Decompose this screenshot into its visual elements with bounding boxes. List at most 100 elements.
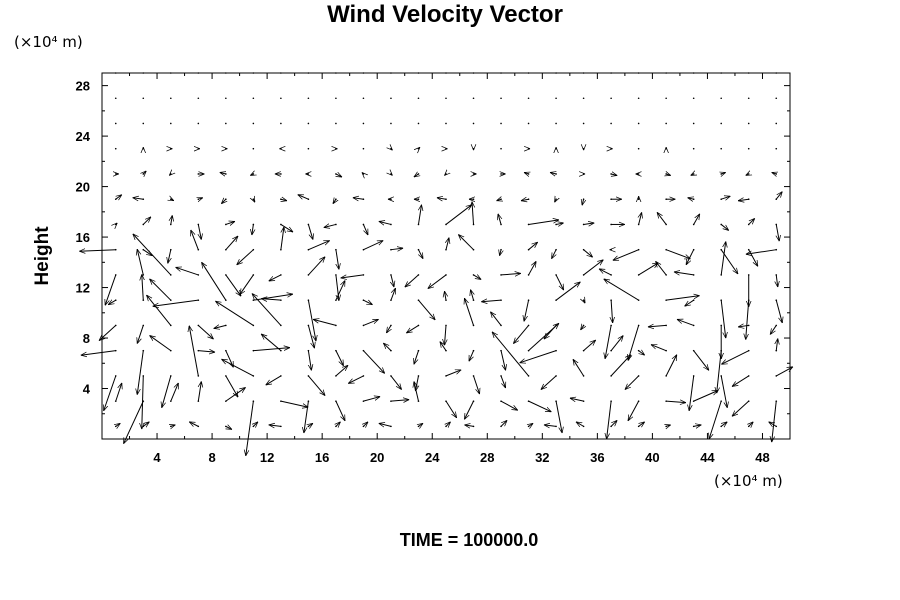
wind-vector (583, 340, 596, 352)
wind-vector (693, 425, 702, 427)
wind-vector (240, 274, 254, 295)
grid-dot (692, 97, 695, 100)
wind-vector (720, 249, 738, 274)
wind-vector (500, 400, 518, 410)
wind-vector (214, 325, 226, 328)
wind-vector (363, 422, 368, 427)
wind-vector (307, 325, 314, 348)
wind-vector (261, 299, 281, 301)
grid-dot (500, 147, 502, 150)
wind-vector (335, 274, 339, 301)
wind-vector (554, 199, 557, 202)
wind-vector (168, 249, 171, 264)
wind-vector (689, 375, 695, 411)
wind-vector (418, 147, 420, 149)
wind-vector (246, 401, 254, 456)
grid-dot (747, 122, 750, 125)
wind-vector (555, 401, 562, 433)
x-tick-label: 32 (535, 450, 549, 465)
grid-dot (307, 122, 310, 125)
wind-vector (769, 422, 777, 427)
grid-dot (692, 122, 695, 125)
y-unit-label: (×10⁴ m) (14, 33, 83, 51)
wind-vector (490, 312, 502, 326)
x-tick-label: 44 (700, 450, 715, 465)
wind-vector (651, 344, 667, 352)
grid-dot (775, 147, 778, 150)
wind-vector (386, 325, 391, 333)
grid-dot (225, 97, 227, 100)
x-tick-label: 24 (425, 450, 440, 465)
grid-dot (720, 97, 722, 100)
wind-vector (582, 199, 584, 205)
wind-vector (656, 261, 667, 276)
grid-dot (362, 147, 365, 150)
wind-vector (721, 196, 730, 199)
wind-vector (720, 241, 726, 275)
y-tick-label: 20 (76, 180, 90, 195)
wind-vector (541, 375, 557, 390)
y-tick-label: 24 (76, 129, 91, 144)
grid-dot (252, 147, 255, 150)
wind-vector (418, 205, 421, 225)
wind-vector (253, 422, 258, 427)
wind-vector (336, 249, 339, 270)
wind-vector (335, 365, 348, 377)
wind-vector (573, 359, 585, 377)
grid-dot (472, 97, 475, 100)
x-tick-label: 36 (590, 450, 604, 465)
wind-vector (341, 274, 364, 278)
wind-vector (720, 300, 726, 338)
wind-vector (379, 423, 392, 426)
y-tick-label: 16 (76, 230, 90, 245)
wind-vector (674, 272, 694, 275)
wind-vector (691, 174, 694, 176)
grid-dot (252, 122, 255, 125)
wind-vector (746, 174, 749, 176)
wind-vector (418, 249, 424, 259)
wind-vector (685, 299, 694, 306)
wind-vector (611, 174, 617, 176)
grid-dot (665, 122, 667, 125)
wind-vector (555, 223, 564, 225)
wind-vector (105, 274, 117, 305)
wind-vector (390, 400, 409, 402)
wind-vector (440, 342, 447, 351)
x-tick-label: 40 (645, 450, 659, 465)
wind-vector (688, 198, 694, 200)
wind-vector (336, 174, 342, 178)
grid-dot (637, 97, 640, 100)
wind-vector (576, 422, 584, 427)
wind-vector (529, 423, 534, 426)
wind-vector (202, 262, 227, 301)
wind-vector (445, 400, 457, 418)
grid-dot (280, 97, 282, 100)
x-tick-label: 12 (260, 450, 274, 465)
grid-dot (280, 122, 282, 125)
wind-vector (261, 334, 282, 352)
wind-vector (362, 172, 364, 174)
wind-vector (583, 249, 593, 258)
wind-vector (225, 274, 241, 296)
wind-vector (492, 332, 529, 377)
grid-dot (527, 97, 530, 100)
wind-vector (657, 212, 667, 225)
wind-vector (252, 224, 254, 235)
wind-vector (81, 350, 116, 356)
x-tick-label: 8 (208, 450, 215, 465)
wind-vector (391, 174, 393, 176)
wind-vector (390, 288, 396, 301)
wind-vector (666, 174, 671, 176)
wind-vector (472, 202, 474, 225)
wind-vector (308, 423, 313, 426)
wind-vector (335, 400, 346, 421)
wind-vector (252, 293, 282, 326)
wind-vector (197, 325, 213, 339)
wind-vector (137, 350, 144, 395)
wind-vector (225, 375, 238, 397)
grid-dot (720, 147, 722, 150)
grid-dot (114, 122, 117, 125)
wind-vector (638, 351, 645, 356)
grid-dot (445, 122, 447, 125)
